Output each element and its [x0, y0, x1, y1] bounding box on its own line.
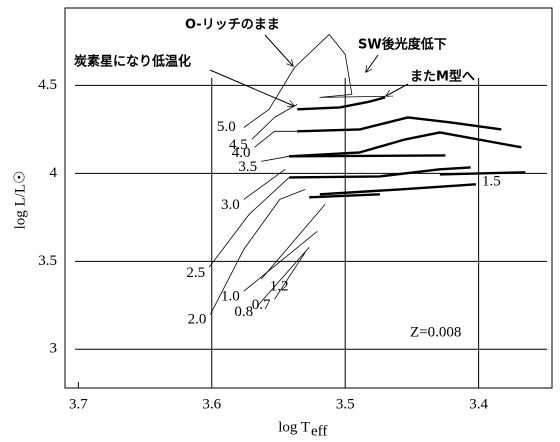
annotation: 炭素星になり低温化	[74, 54, 191, 70]
mass-label: 1.5	[482, 174, 501, 190]
track-line	[274, 252, 306, 300]
mass-label: 2.5	[186, 265, 205, 281]
track-line	[439, 171, 526, 176]
arrow	[386, 83, 409, 96]
annotation: Z=0.008	[410, 324, 461, 340]
mass-label: 3.0	[221, 197, 240, 213]
mass-label: 0.8	[234, 304, 253, 320]
track-line	[289, 166, 471, 179]
track-line	[289, 131, 522, 158]
mass-label: 4.0	[232, 145, 251, 161]
y-tick-label: 3	[50, 341, 58, 357]
x-tick-label: 3.4	[469, 396, 488, 412]
plot-frame	[64, 7, 553, 389]
track-line	[260, 204, 326, 280]
x-tick-label: 3.5	[336, 396, 355, 412]
track-line	[261, 155, 290, 162]
y-tick-label: 4.5	[38, 77, 57, 93]
track-line	[208, 177, 290, 268]
x-tick-label: 3.6	[202, 396, 221, 412]
track-line	[243, 231, 318, 292]
track-line	[319, 183, 476, 196]
track-line	[309, 193, 380, 199]
annotation: O-リッチのまま	[185, 18, 280, 33]
track-line	[297, 116, 502, 133]
arrow	[264, 34, 293, 66]
mass-label: 2.0	[188, 312, 207, 328]
mass-label: 5.0	[217, 119, 236, 135]
annotation: またM型へ	[410, 69, 475, 85]
track-line	[210, 189, 306, 315]
track-line	[289, 154, 446, 158]
x-axis-label: log T	[278, 419, 310, 435]
y-axis-label: log L/L☉	[12, 171, 28, 230]
mass-label: 3.5	[238, 159, 257, 175]
mass-label: 1.2	[270, 279, 289, 295]
x-tick-label: 3.7	[69, 396, 88, 412]
track-line	[243, 34, 386, 128]
y-tick-label: 4	[50, 165, 58, 181]
mass-label: 0.7	[252, 297, 271, 313]
track-line	[256, 247, 310, 307]
track-line	[254, 130, 298, 148]
y-tick-label: 3.5	[38, 253, 57, 269]
arrow	[366, 54, 379, 72]
track-line	[251, 104, 298, 140]
track-line	[297, 96, 386, 111]
annotation: SW後光度低下	[358, 37, 447, 53]
arrow	[209, 69, 294, 106]
mass-label: 1.0	[221, 289, 240, 305]
mass-label: 4.5	[229, 137, 248, 153]
x-axis-label-sub: eff	[311, 423, 327, 439]
track-line	[243, 168, 286, 200]
